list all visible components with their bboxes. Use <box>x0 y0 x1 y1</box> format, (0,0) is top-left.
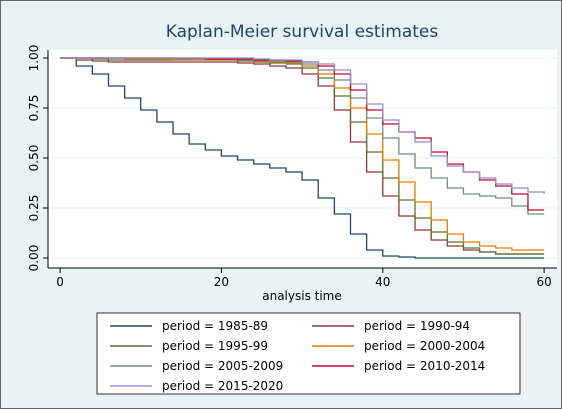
legend-label: period = 1985-89 <box>162 319 268 333</box>
survival-line <box>60 57 545 259</box>
legend-label: period = 2005-2009 <box>162 359 283 373</box>
legend-label: period = 1990-94 <box>364 319 470 333</box>
y-tick-label: 0.25 <box>27 195 41 222</box>
chart-title: Kaplan-Meier survival estimates <box>166 22 439 42</box>
x-tick-label: 60 <box>536 275 551 289</box>
y-tick-label: 0.00 <box>27 245 41 272</box>
y-tick-label: 0.50 <box>27 145 41 172</box>
x-tick-label: 0 <box>56 275 64 289</box>
legend-label: period = 2000-2004 <box>364 339 485 353</box>
y-tick-label: 1.00 <box>27 45 41 72</box>
x-tick-label: 20 <box>214 275 229 289</box>
survival-line <box>60 57 545 255</box>
legend-label: period = 2010-2014 <box>364 359 485 373</box>
legend-label: period = 1995-99 <box>162 339 268 353</box>
y-tick-label: 0.75 <box>27 95 41 122</box>
survival-line <box>60 57 545 255</box>
x-axis-label: analysis time <box>262 289 342 303</box>
legend-label: period = 2015-2020 <box>162 379 283 393</box>
legend <box>96 312 521 395</box>
x-tick-label: 40 <box>375 275 390 289</box>
survival-line <box>60 57 545 215</box>
survival-line <box>60 57 545 194</box>
plot-area <box>48 50 557 268</box>
